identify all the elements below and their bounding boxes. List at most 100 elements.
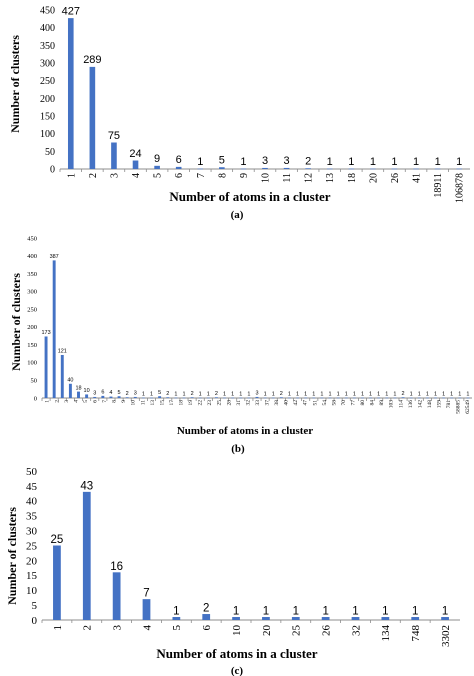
chart-c-data-label-7: 1	[263, 605, 269, 617]
chart-b-data-label-52: 1	[466, 391, 469, 397]
chart-a-xtick-13: 18	[347, 173, 358, 183]
chart-c-caption: (c)	[231, 665, 244, 676]
chart-c-ytick-0: 0	[32, 615, 38, 627]
chart-a-xtick-2: 3	[109, 173, 120, 178]
chart-b-xlabel: Number of atoms in a cluster	[177, 425, 313, 437]
chart-a-data-label-12: 1	[327, 156, 333, 168]
chart-b-bar-11	[133, 396, 137, 398]
chart-b-data-label-25: 1	[247, 391, 250, 397]
chart-a-xtick-7: 8	[217, 173, 228, 178]
chart-a-ytick-5: 250	[40, 76, 55, 87]
chart-b-data-label-41: 1	[377, 391, 380, 397]
chart-c-xtick-9: 26	[320, 625, 332, 637]
chart-a-ytick-4: 200	[40, 94, 55, 105]
chart-b-xtick-42: 781	[446, 400, 452, 409]
chart-b-data-label-47: 1	[426, 391, 429, 397]
chart-a-bar-8	[240, 168, 247, 170]
chart-a-data-label-6: 1	[197, 156, 203, 168]
chart-b-xtick-15: 19	[188, 400, 194, 406]
chart-b-bar-44	[401, 397, 405, 398]
chart-a-ytick-6: 300	[40, 59, 55, 70]
chart-b-bar-6	[93, 396, 97, 398]
chart-b-xtick-22: 33	[255, 400, 261, 406]
chart-a-ytick-2: 100	[40, 129, 55, 140]
chart-b-bar-43	[393, 397, 397, 399]
chart-a-bar-13	[348, 168, 355, 170]
chart-b-data-label-34: 1	[320, 391, 323, 397]
chart-b-bar-18	[190, 397, 194, 398]
chart-b-data-label-49: 1	[442, 391, 445, 397]
chart-a-ytick-3: 150	[40, 112, 55, 123]
chart-b-xtick-38: 136	[408, 400, 414, 409]
chart-b-xtick-16: 22	[198, 400, 204, 406]
chart-b-data-label-24: 1	[239, 391, 242, 397]
chart-a-data-label-0: 427	[62, 5, 80, 17]
chart-b-xtick-10: 11	[140, 400, 146, 406]
chart-b-bar-33	[312, 397, 316, 399]
chart-b-xtick-2: 3	[64, 400, 70, 403]
chart-c-bar-6	[232, 617, 240, 620]
chart-a-bar-11	[305, 168, 311, 169]
chart-c-bar-3	[142, 599, 151, 620]
chart-c-data-label-0: 25	[51, 534, 64, 546]
chart-b-ytick-6: 300	[27, 289, 37, 296]
chart-b-xtick-39: 142	[417, 400, 423, 409]
chart-a-bar-14	[370, 168, 376, 170]
chart-c-xtick-7: 20	[261, 625, 273, 637]
chart-a-xtick-3: 4	[131, 173, 142, 178]
chart-b-bar-21	[214, 397, 218, 398]
chart-b-ytick-4: 200	[27, 324, 37, 331]
chart-a-bar-9	[262, 167, 268, 169]
chart-b-bar-1	[52, 260, 56, 398]
chart-c-data-label-6: 1	[233, 605, 239, 617]
chart-b-data-label-11: 3	[134, 391, 137, 397]
chart-b-data-label-2: 121	[58, 349, 67, 355]
chart-b-data-label-12: 1	[142, 391, 145, 397]
chart-a-xtick-4: 5	[153, 173, 164, 178]
chart-b-bar-9	[117, 396, 121, 398]
chart-c-ytick-6: 30	[26, 525, 38, 537]
chart-b-bar-42	[385, 397, 389, 399]
chart-b-xtick-21: 32	[245, 400, 251, 406]
chart-a-data-label-13: 1	[348, 156, 354, 168]
chart-b-data-label-22: 1	[223, 391, 226, 397]
chart-c-bar-12	[411, 617, 420, 620]
chart-c-ytick-8: 40	[26, 496, 38, 508]
chart-a-bar-2	[111, 142, 117, 169]
chart-b-bar-19	[198, 397, 202, 399]
chart-a-caption: (a)	[231, 209, 244, 221]
chart-a-bar-12	[326, 168, 333, 170]
chart-b-xtick-32: 77	[350, 400, 356, 406]
chart-b-bar-40	[369, 397, 373, 399]
chart-b-bar-4	[77, 391, 80, 398]
chart-c-data-label-9: 1	[322, 605, 328, 617]
chart-c-ytick-1: 5	[32, 600, 38, 612]
chart-a-xtick-9: 10	[261, 173, 272, 183]
chart-b-bar-35	[328, 397, 332, 399]
chart-b-bar-10	[125, 397, 129, 398]
chart-c-data-label-11: 1	[382, 605, 388, 617]
chart-b-bar-27	[263, 397, 267, 399]
chart-c-bar-5	[202, 614, 211, 620]
chart-b-bar-34	[320, 397, 324, 399]
chart-c-data-label-13: 1	[442, 605, 448, 617]
chart-b-xtick-5: 6	[92, 400, 98, 403]
chart-c-bar-13	[441, 617, 449, 620]
chart-c-bar-0	[53, 545, 61, 620]
chart-a-bar-15	[391, 168, 398, 170]
chart-b-data-label-30: 1	[288, 391, 291, 397]
chart-a-data-label-17: 1	[435, 156, 441, 168]
chart-b-bar-8	[109, 396, 113, 398]
chart-b-ytick-5: 250	[27, 306, 37, 313]
chart-b-xtick-33: 80	[360, 400, 366, 406]
chart-c-data-label-5: 2	[203, 602, 209, 614]
chart-a-data-label-14: 1	[370, 156, 376, 168]
chart-b-bar-7	[101, 395, 105, 398]
chart-a-bar-4	[154, 165, 160, 169]
chart-a-data-label-8: 1	[240, 156, 246, 168]
chart-b-bar-39	[361, 397, 364, 399]
chart-b-data-label-15: 2	[166, 391, 169, 397]
chart-c-xtick-3: 4	[141, 625, 153, 631]
chart-b-xtick-40: 148	[427, 400, 433, 409]
chart-b: 0501001502002503003504004501733871214018…	[9, 235, 472, 455]
